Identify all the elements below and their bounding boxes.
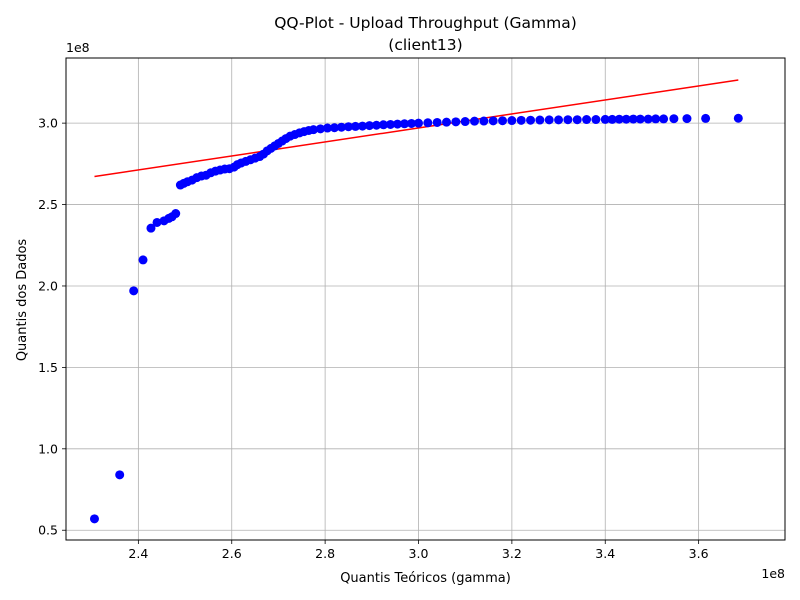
data-point (470, 116, 480, 126)
data-point (526, 115, 536, 125)
y-tick-label: 2.0 (38, 278, 58, 293)
chart-subtitle: (client13) (388, 36, 462, 54)
x-tick-label: 3.2 (502, 546, 522, 561)
data-point (669, 114, 679, 124)
data-point (385, 119, 395, 129)
data-point (460, 117, 470, 127)
data-point (322, 123, 332, 133)
data-point (582, 115, 592, 125)
data-point (329, 123, 339, 133)
data-point (432, 117, 442, 127)
data-point (406, 118, 416, 128)
x-axis-ticks: 2.4 2.6 2.8 3.0 3.2 3.4 3.6 (128, 540, 709, 561)
data-point (89, 514, 99, 524)
data-point (364, 121, 374, 131)
data-point (733, 113, 743, 123)
reference-line-layer (94, 79, 739, 178)
data-point (479, 116, 489, 126)
data-point (507, 116, 517, 126)
y-tick-label: 1.5 (38, 360, 58, 375)
y-tick-label: 2.5 (38, 197, 58, 212)
data-point (498, 116, 508, 126)
data-point (115, 470, 125, 480)
data-point (563, 115, 573, 125)
data-point (682, 114, 692, 124)
x-tick-label: 2.4 (128, 546, 148, 561)
x-tick-label: 3.6 (689, 546, 709, 561)
data-point (554, 115, 564, 125)
y-tick-label: 0.5 (38, 523, 58, 538)
data-points (89, 113, 743, 524)
data-point (371, 120, 381, 130)
data-point (336, 122, 346, 132)
data-point (614, 114, 624, 124)
x-tick-label: 3.4 (595, 546, 615, 561)
grid (66, 58, 785, 540)
data-point (701, 113, 711, 123)
data-point (607, 114, 617, 124)
data-point (146, 223, 156, 233)
x-tick-label: 2.6 (222, 546, 242, 561)
data-point (138, 255, 148, 265)
x-tick-label: 3.0 (409, 546, 429, 561)
data-point (628, 114, 638, 124)
data-point (451, 117, 461, 127)
data-point (488, 116, 498, 126)
data-point (442, 117, 452, 127)
data-point (643, 114, 653, 124)
data-point (423, 118, 433, 128)
data-point (621, 114, 631, 124)
data-point (544, 115, 554, 125)
data-point (129, 286, 139, 296)
data-point (308, 125, 318, 135)
data-point (535, 115, 545, 125)
y-axis-ticks: 0.5 1.0 1.5 2.0 2.5 3.0 (38, 116, 66, 538)
data-point (399, 119, 409, 129)
x-axis-offset-label: 1e8 (761, 566, 785, 581)
data-point (516, 115, 526, 125)
reference-line (94, 79, 739, 178)
data-point (659, 114, 669, 124)
y-axis-label: Quantis dos Dados (15, 239, 30, 362)
chart-title: QQ-Plot - Upload Throughput (Gamma) (274, 14, 577, 32)
data-point (572, 115, 582, 125)
y-axis-offset-label: 1e8 (66, 40, 90, 55)
data-point (635, 114, 645, 124)
data-point (591, 115, 601, 125)
data-point (315, 124, 325, 134)
y-tick-label: 3.0 (38, 116, 58, 131)
data-point (357, 121, 367, 131)
data-point (392, 119, 402, 129)
data-point (600, 114, 610, 124)
data-point (378, 120, 388, 130)
data-point (343, 122, 353, 132)
data-point (350, 121, 360, 131)
data-point (171, 209, 181, 219)
x-axis-label: Quantis Teóricos (gamma) (340, 571, 511, 586)
y-tick-label: 1.0 (38, 441, 58, 456)
data-point (413, 118, 423, 128)
data-point (152, 217, 162, 227)
data-point (651, 114, 661, 124)
x-tick-label: 2.8 (315, 546, 335, 561)
plot-area-frame (65, 57, 786, 541)
